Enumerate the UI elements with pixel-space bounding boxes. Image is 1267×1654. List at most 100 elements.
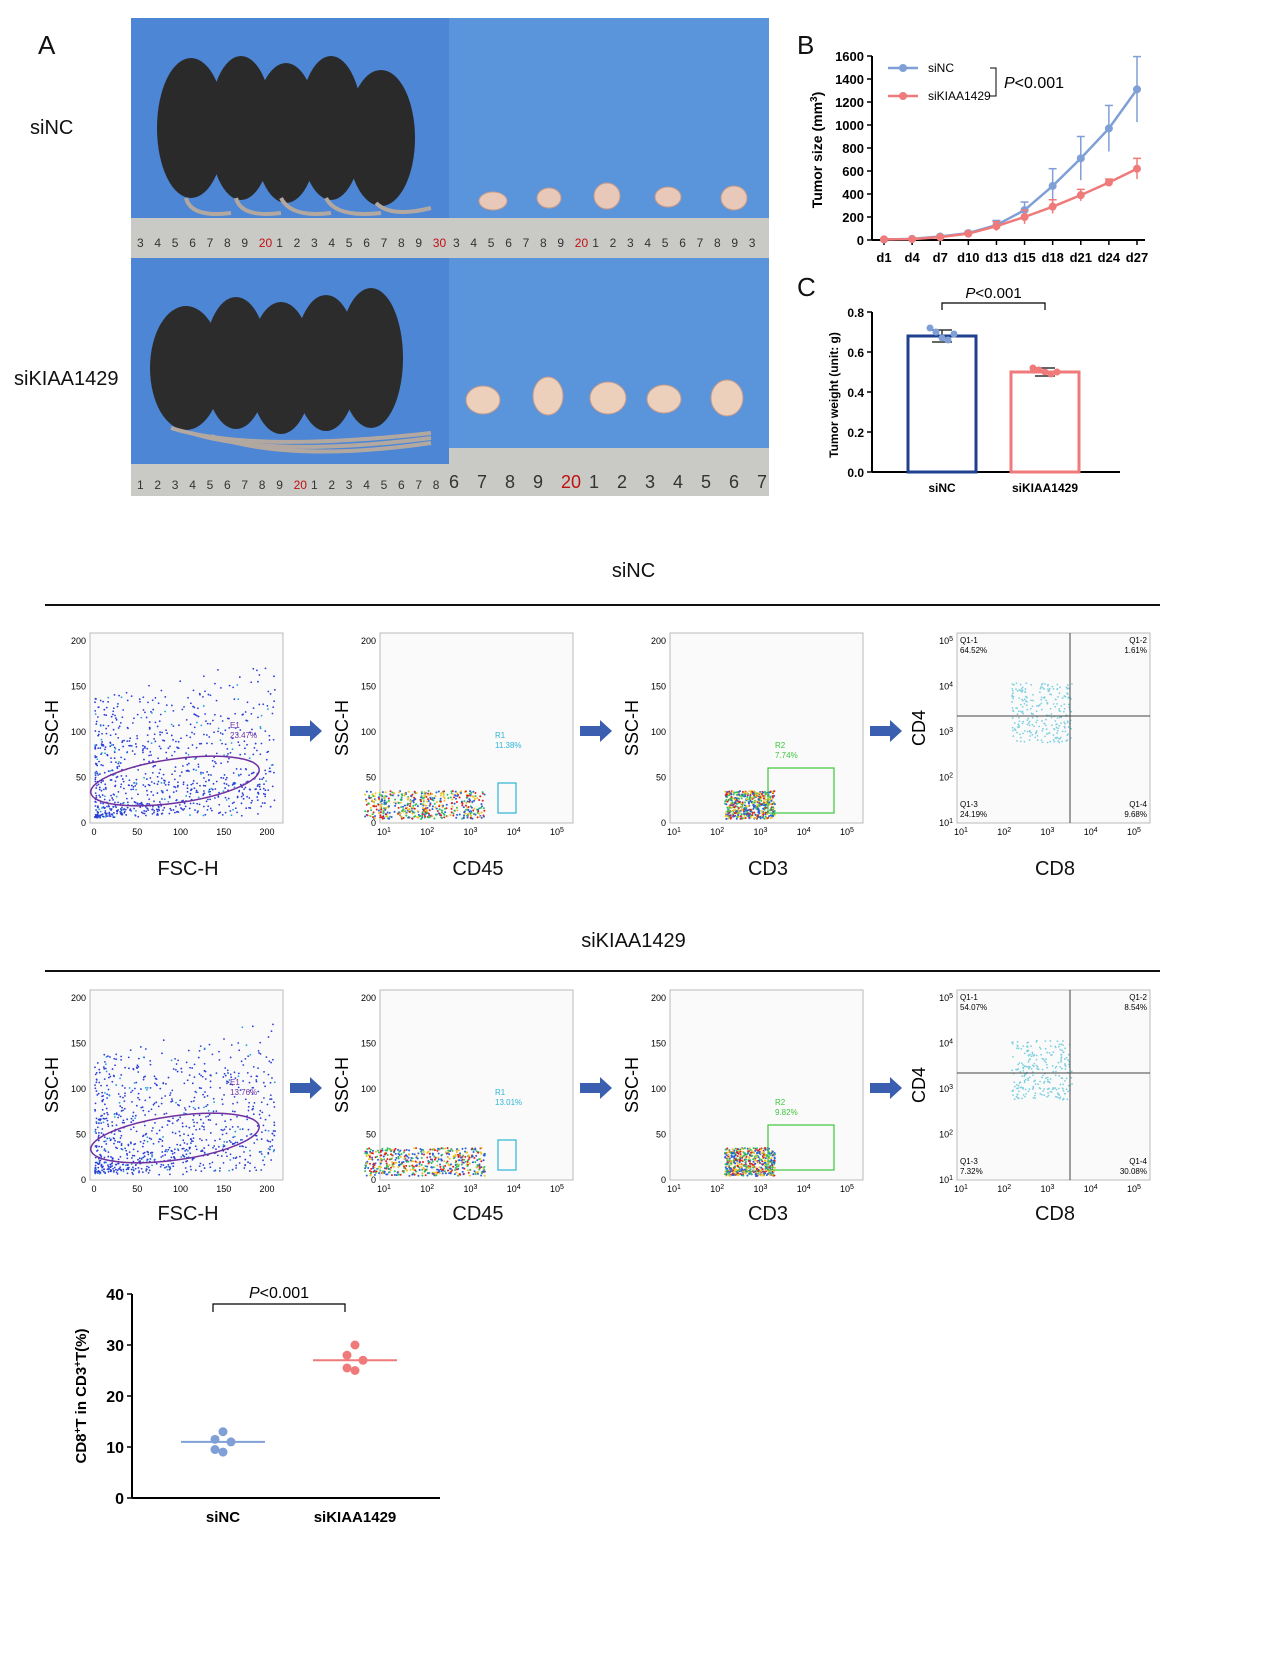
series-line-1 (883, 167, 1138, 241)
y-axis-label: Tumor size (mm3) (809, 92, 826, 209)
ruler-number: 9 (241, 236, 249, 250)
data-point (1104, 124, 1113, 133)
gate-r2 (767, 767, 835, 814)
ruler-number: 7 (696, 236, 704, 250)
ruler-number: 20 (574, 236, 589, 250)
y-tick-label: 0 (81, 1175, 86, 1185)
x-tick-label: 150 (216, 827, 231, 837)
tumors-illustration (478, 182, 748, 211)
ruler-number: 1 (276, 236, 283, 250)
y-tick-label: 50 (366, 1130, 376, 1140)
y-tick-label: 400 (842, 187, 864, 202)
arrow-shape (290, 720, 322, 742)
y-axis-label: CD8+T in CD3+T(%) (73, 1328, 91, 1463)
q3-pct: 24.19% (960, 810, 987, 819)
flow-xlabel: FSC-H (157, 858, 219, 880)
photo-sinc-tumors: 3 4 5 6 7 8 9 20 1 2 3 4 5 6 7 8 9 3 (449, 18, 769, 258)
flow-xlabel: CD8 (1034, 1203, 1075, 1225)
data-point (1029, 364, 1037, 372)
ruler-number: 4 (328, 236, 336, 250)
data-point (964, 229, 973, 238)
ruler-number: 6 (505, 236, 512, 250)
y-tick-label: 150 (71, 682, 86, 692)
y-tick-label: 0.2 (847, 426, 864, 440)
photo-sikiaa1429-tumors: 6 7 8 9 20 1 2 3 4 5 6 7 (449, 258, 769, 496)
significance-bracket (941, 302, 1046, 310)
y-tick-label: 50 (656, 773, 666, 783)
y-tick-label: 102 (939, 772, 953, 783)
ruler-number: 3 (345, 478, 353, 492)
x-tick-label: 105 (840, 1184, 854, 1195)
data-point (1076, 154, 1085, 163)
ruler-number: 7 (415, 478, 423, 492)
event-cloud (364, 1147, 486, 1177)
ruler-number: 9 (415, 236, 423, 250)
ruler-number: 8 (505, 472, 516, 492)
ruler-number: 3 (748, 236, 756, 250)
x-tick-label: 102 (420, 827, 434, 838)
ruler-number: 8 (540, 236, 547, 250)
y-tick-label: 0.4 (847, 386, 864, 400)
y-tick-label: 150 (651, 1039, 666, 1049)
ruler-number: 3 (311, 236, 318, 250)
x-tick-label: 200 (259, 827, 274, 837)
y-tick-label: 0 (661, 818, 666, 828)
bar-1 (1009, 370, 1081, 474)
gate-pct: 13.76% (230, 1088, 257, 1097)
y-tick-label: 200 (361, 993, 376, 1003)
y-tick-label: 0 (371, 818, 376, 828)
y-tick-label: 100 (361, 727, 376, 737)
x-tick-label: 150 (216, 1184, 231, 1194)
data-point (210, 1434, 220, 1444)
ruler-number: 7 (380, 236, 388, 250)
ruler-number: 3 (453, 236, 460, 250)
x-tick-label: 103 (464, 827, 478, 838)
ruler-number: 9 (276, 478, 283, 492)
ruler-bottom-right-numbers: 6 7 8 9 20 1 2 3 4 5 6 7 (449, 472, 769, 494)
gate-pct: 13.01% (495, 1098, 522, 1107)
y-tick-label: 100 (651, 1084, 666, 1094)
ruler-top-right (449, 218, 769, 258)
significance-bracket (212, 1303, 346, 1312)
event-cloud (364, 790, 486, 820)
ruler-number: 20 (293, 478, 307, 492)
y-tick-label: 200 (71, 636, 86, 646)
x-tick-label: 101 (667, 827, 681, 838)
x-tick-label: d13 (985, 250, 1007, 265)
ruler-number: 5 (487, 236, 495, 250)
flow-arrow-icon (290, 1077, 322, 1099)
y-axis-label: SSC-H (622, 700, 642, 756)
data-point (218, 1427, 228, 1437)
ruler-number: 4 (644, 236, 652, 250)
q4-pct: 9.68% (1124, 810, 1147, 819)
event-cloud (94, 667, 276, 819)
ruler-number: 2 (328, 478, 336, 492)
x-tick-label: 102 (997, 1184, 1011, 1195)
ruler-bottom-left-numbers: 1 2 3 4 5 6 7 8 9 20 1 2 3 4 5 6 7 8 (137, 478, 449, 496)
y-tick-label: 105 (939, 993, 953, 1004)
arrow-shape (870, 1077, 902, 1099)
y-tick-label: 1400 (835, 72, 864, 87)
flow-xlabel: CD8 (1034, 858, 1075, 880)
x-tick-label: 101 (667, 1184, 681, 1195)
x-tick-label: siNC (206, 1509, 240, 1526)
q2-pct: 8.54% (1124, 1003, 1147, 1012)
x-tick-label: 200 (259, 1184, 274, 1194)
x-tick-label: 105 (550, 1184, 564, 1195)
photo-sinc-mice: 3 4 5 6 7 8 9 20 1 2 3 4 5 6 7 8 9 30 (131, 18, 449, 258)
x-tick-label: 104 (1084, 827, 1098, 838)
data-point (350, 1340, 360, 1350)
data-point (950, 330, 958, 338)
gate-e1 (90, 755, 260, 807)
y-tick-label: 103 (939, 727, 953, 738)
x-tick-label: 105 (550, 827, 564, 838)
y-axis-label: Tumor weight (unit: g) (827, 332, 841, 458)
legend-marker (899, 92, 907, 100)
significance-bracket (990, 67, 997, 97)
significance-label: P<0.001 (1004, 75, 1064, 92)
data-point (908, 235, 917, 244)
q2-pct: 1.61% (1124, 646, 1147, 655)
ruler-bottom-left (131, 464, 449, 496)
